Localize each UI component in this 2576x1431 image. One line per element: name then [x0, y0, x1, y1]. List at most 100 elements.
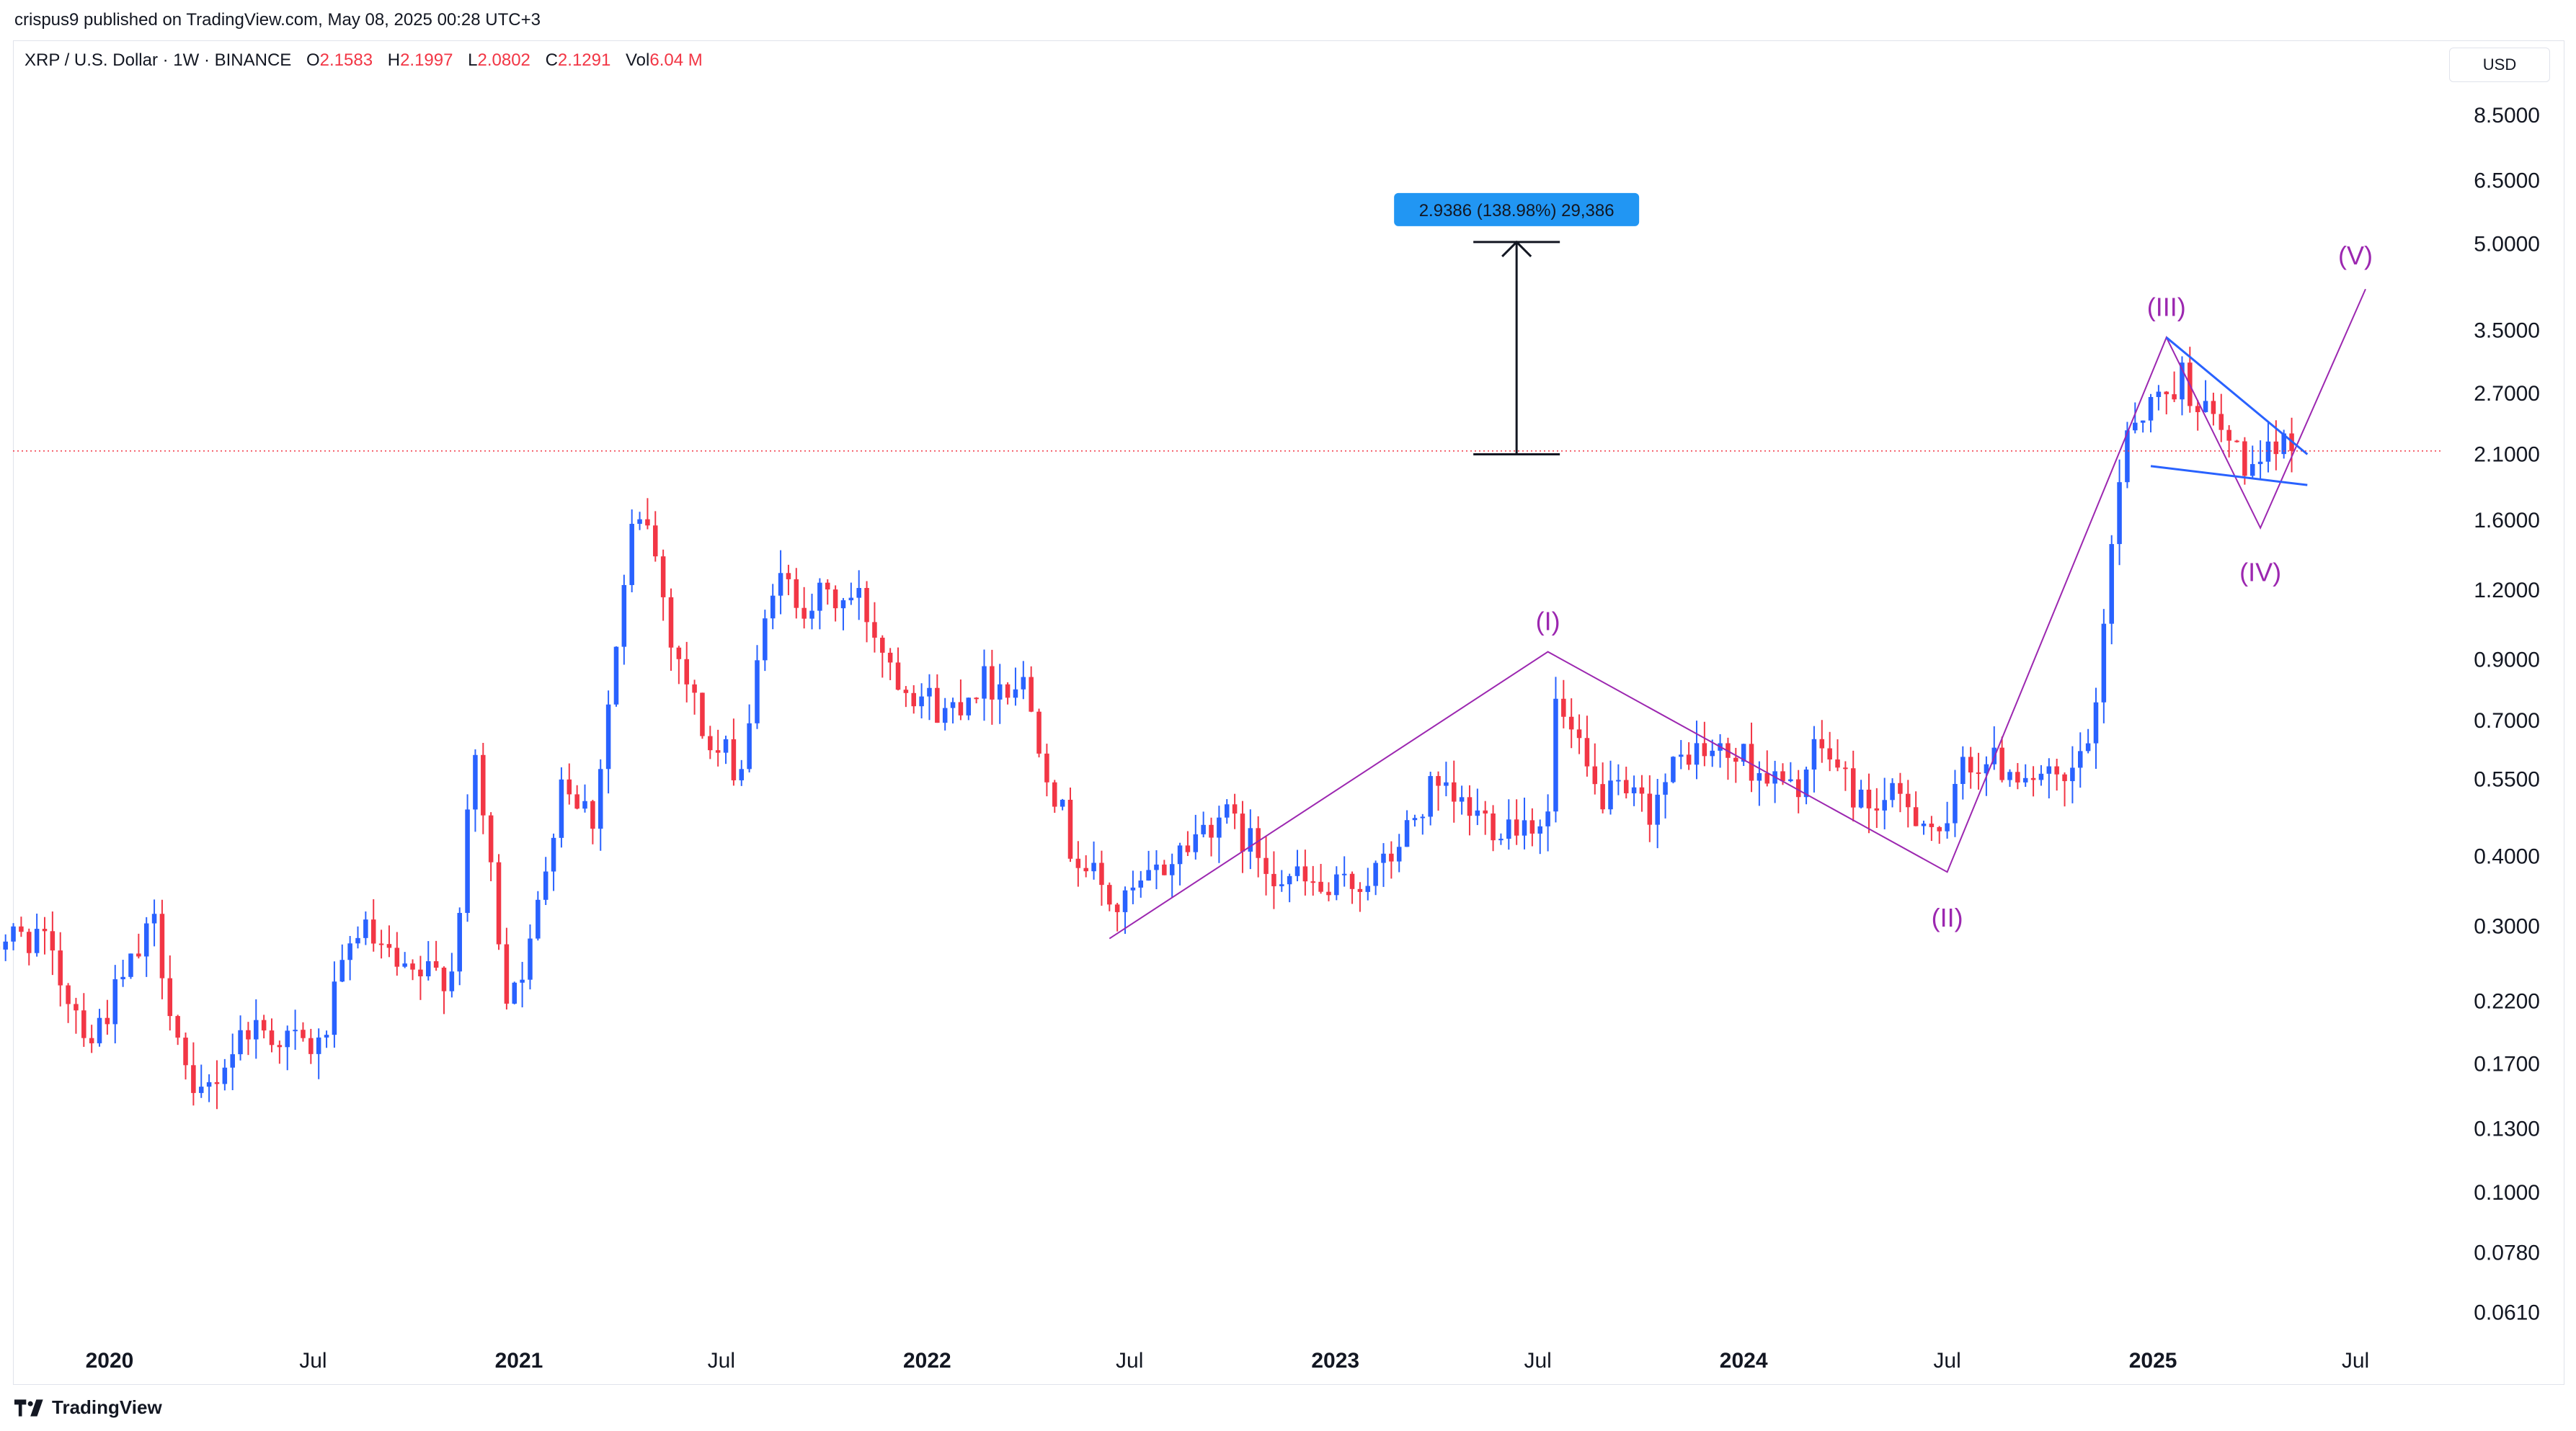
candle-body: [2180, 362, 2185, 400]
candle-body: [363, 919, 368, 938]
candle: [942, 697, 948, 731]
candle: [136, 933, 141, 959]
candle-body: [1232, 804, 1238, 814]
candle-body: [2273, 441, 2279, 455]
candle-body: [1756, 772, 1762, 781]
candle: [1240, 801, 1245, 873]
candle: [2257, 440, 2263, 481]
candle: [1655, 779, 1660, 849]
candle-body: [723, 739, 729, 753]
candle-body: [1091, 862, 1096, 872]
candle-body: [778, 573, 783, 596]
candle-body: [653, 525, 658, 557]
candle: [755, 645, 760, 729]
candle: [1459, 785, 1465, 815]
candle: [42, 917, 48, 955]
candle-body: [739, 769, 745, 780]
candle-body: [1702, 743, 1707, 757]
candle-body: [1850, 768, 1856, 808]
candle-body: [1788, 779, 1793, 782]
candle-body: [11, 926, 16, 942]
symbol-legend: XRP / U.S. Dollar · 1W · BINANCE O2.1583…: [25, 50, 703, 71]
candle: [1013, 667, 1018, 706]
currency-button[interactable]: USD: [2449, 48, 2550, 82]
candle: [465, 794, 470, 922]
candle: [684, 641, 689, 703]
candle: [1256, 816, 1261, 878]
candle: [1803, 767, 1809, 805]
candle: [2265, 421, 2271, 473]
candle: [1726, 737, 1731, 780]
candle: [481, 743, 486, 834]
candle: [363, 911, 368, 945]
candle-body: [1592, 766, 1598, 785]
candle: [1326, 882, 1331, 901]
candle-body: [58, 950, 63, 986]
candle-body: [206, 1082, 212, 1087]
symbol-name[interactable]: XRP / U.S. Dollar · 1W · BINANCE: [25, 50, 292, 70]
candle-body: [1827, 748, 1832, 760]
candle-body: [457, 912, 462, 972]
candle-body: [1420, 816, 1426, 819]
candle: [1396, 834, 1402, 873]
candle: [778, 550, 783, 615]
candle-body: [324, 1035, 329, 1038]
candle: [1138, 870, 1144, 898]
candle-body: [520, 979, 525, 983]
candle: [1318, 863, 1323, 894]
elliott-wave-line: [1109, 288, 2366, 940]
candle-body: [1858, 789, 1864, 808]
candle-body: [1921, 824, 1927, 826]
candle: [1623, 767, 1629, 799]
candle-body: [1444, 782, 1449, 786]
candle-body: [34, 929, 40, 953]
candle-body: [1522, 820, 1527, 836]
candle: [1679, 740, 1684, 770]
candle-body: [1984, 764, 1989, 774]
candle-body: [2022, 777, 2028, 783]
candle: [739, 759, 745, 786]
candle-body: [136, 953, 141, 957]
tradingview-brand[interactable]: TradingView: [14, 1396, 162, 1419]
candle: [159, 899, 165, 999]
candle-body: [911, 692, 916, 707]
candle: [230, 1033, 235, 1090]
candle-body: [339, 960, 345, 982]
candle: [301, 1022, 306, 1042]
candle: [2109, 535, 2114, 645]
candle: [1060, 798, 1065, 811]
candle-body: [1529, 820, 1535, 834]
y-tick-label: 0.1700: [2474, 1052, 2540, 1076]
candle-body: [2062, 774, 2067, 782]
candle: [34, 913, 40, 957]
candle: [1232, 793, 1238, 829]
candle-body: [1545, 811, 1550, 826]
candle-body: [151, 914, 157, 924]
candle-body: [645, 519, 650, 526]
candle-body: [1099, 862, 1104, 886]
y-tick-label: 0.9000: [2474, 648, 2540, 672]
candle: [27, 928, 32, 966]
y-tick-label: 3.5000: [2474, 319, 2540, 343]
candle-body: [763, 618, 768, 661]
candle-body: [2234, 440, 2239, 442]
candle: [214, 1060, 220, 1110]
y-tick-label: 8.5000: [2474, 104, 2540, 128]
candle-body: [1741, 744, 1746, 762]
candle-body: [2030, 777, 2036, 780]
candle-body: [74, 1004, 79, 1011]
candle-body: [982, 666, 987, 699]
candle: [2203, 380, 2208, 413]
candle: [1631, 775, 1637, 806]
candle: [1647, 775, 1653, 842]
candle: [1193, 814, 1199, 860]
candle-body: [2101, 623, 2107, 703]
candle: [1341, 856, 1347, 887]
candle-body: [2211, 401, 2216, 414]
candle: [1913, 791, 1919, 826]
candle-body: [332, 981, 337, 1035]
candle: [1107, 882, 1112, 911]
candle: [2249, 445, 2255, 478]
candle: [1005, 682, 1011, 705]
